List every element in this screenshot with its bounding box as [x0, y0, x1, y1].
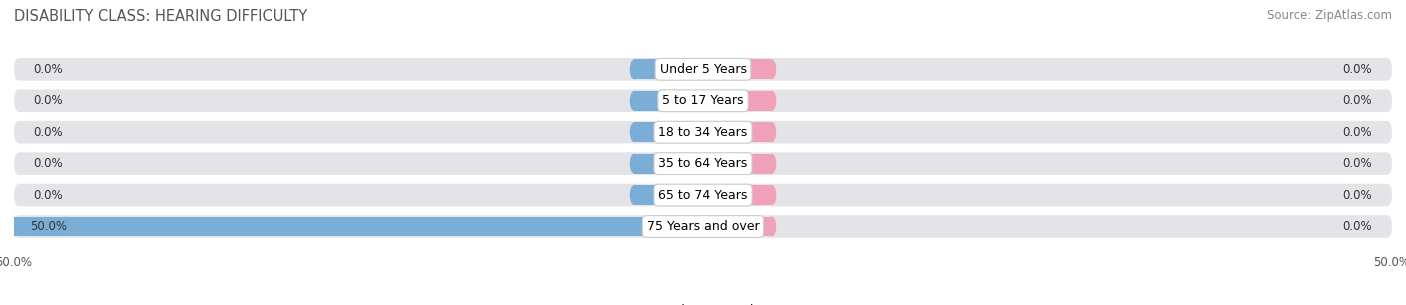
Text: 0.0%: 0.0% — [34, 157, 63, 170]
FancyBboxPatch shape — [14, 58, 1392, 81]
Bar — [703, 91, 772, 111]
Text: 75 Years and over: 75 Years and over — [647, 220, 759, 233]
Text: 0.0%: 0.0% — [1343, 157, 1372, 170]
FancyBboxPatch shape — [14, 215, 1392, 238]
Ellipse shape — [768, 185, 776, 205]
Text: 0.0%: 0.0% — [34, 94, 63, 107]
Text: 5 to 17 Years: 5 to 17 Years — [662, 94, 744, 107]
Bar — [703, 154, 772, 174]
Legend: Male, Female: Male, Female — [640, 300, 766, 305]
Bar — [14, 217, 703, 236]
Text: 0.0%: 0.0% — [34, 63, 63, 76]
Text: 35 to 64 Years: 35 to 64 Years — [658, 157, 748, 170]
Ellipse shape — [768, 91, 776, 111]
Text: 0.0%: 0.0% — [1343, 220, 1372, 233]
FancyBboxPatch shape — [14, 89, 1392, 112]
Bar — [634, 185, 703, 205]
Text: 0.0%: 0.0% — [34, 126, 63, 139]
Text: DISABILITY CLASS: HEARING DIFFICULTY: DISABILITY CLASS: HEARING DIFFICULTY — [14, 9, 308, 24]
Text: 0.0%: 0.0% — [34, 188, 63, 202]
Bar — [703, 59, 772, 79]
Text: 18 to 34 Years: 18 to 34 Years — [658, 126, 748, 139]
Text: Source: ZipAtlas.com: Source: ZipAtlas.com — [1267, 9, 1392, 22]
Bar — [634, 154, 703, 174]
Ellipse shape — [768, 59, 776, 79]
Ellipse shape — [10, 217, 18, 236]
Bar — [703, 185, 772, 205]
Text: 0.0%: 0.0% — [1343, 63, 1372, 76]
Text: 65 to 74 Years: 65 to 74 Years — [658, 188, 748, 202]
Ellipse shape — [630, 185, 638, 205]
Bar — [703, 217, 772, 236]
Bar — [634, 122, 703, 142]
Bar — [634, 91, 703, 111]
Text: 0.0%: 0.0% — [1343, 94, 1372, 107]
Ellipse shape — [768, 217, 776, 236]
Bar — [703, 122, 772, 142]
FancyBboxPatch shape — [14, 152, 1392, 175]
Bar — [634, 59, 703, 79]
Ellipse shape — [768, 154, 776, 174]
Ellipse shape — [630, 154, 638, 174]
Text: Under 5 Years: Under 5 Years — [659, 63, 747, 76]
FancyBboxPatch shape — [14, 121, 1392, 144]
Ellipse shape — [630, 122, 638, 142]
Text: 50.0%: 50.0% — [30, 220, 67, 233]
FancyBboxPatch shape — [14, 184, 1392, 206]
Text: 0.0%: 0.0% — [1343, 188, 1372, 202]
Ellipse shape — [630, 59, 638, 79]
Ellipse shape — [630, 91, 638, 111]
Ellipse shape — [768, 122, 776, 142]
Text: 0.0%: 0.0% — [1343, 126, 1372, 139]
